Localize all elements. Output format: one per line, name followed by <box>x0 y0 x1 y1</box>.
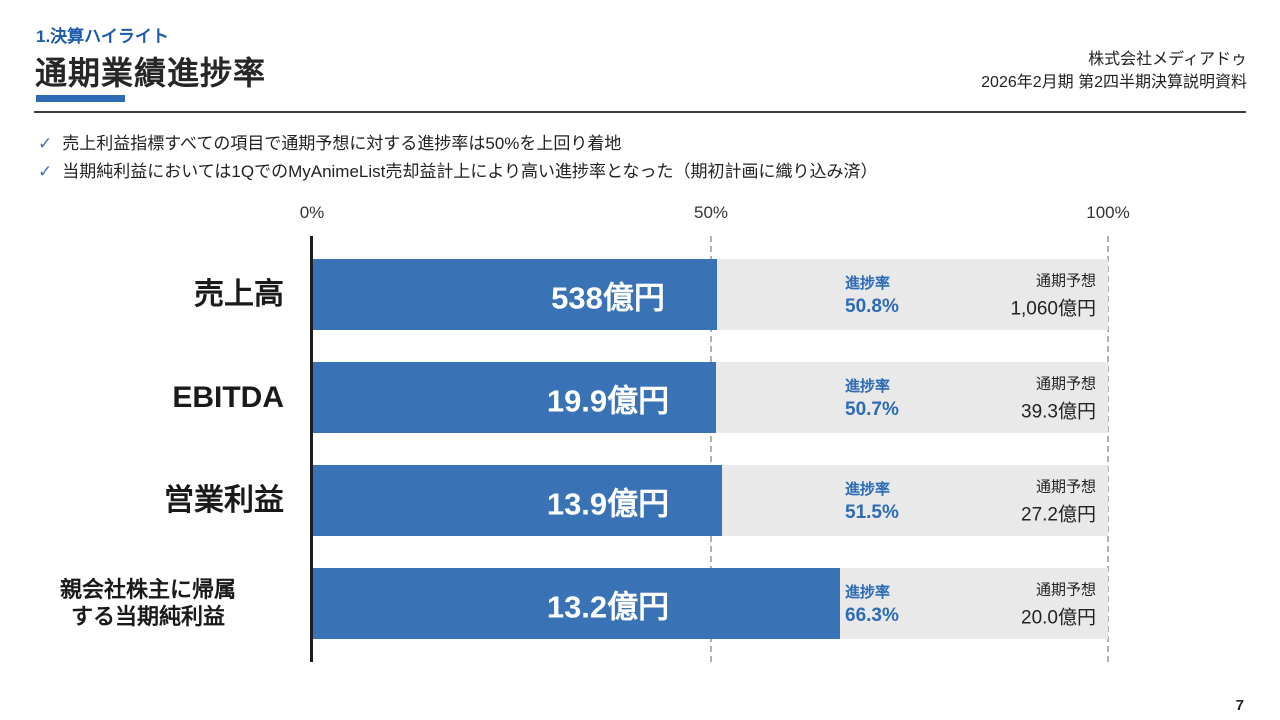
progress-label: 進捗率 <box>845 274 891 292</box>
row-label: 営業利益 <box>164 483 284 517</box>
forecast-label: 通期予想 <box>1035 581 1096 598</box>
progress-group: 進捗率 51.5% <box>845 478 899 524</box>
forecast-label: 通期予想 <box>1035 272 1096 289</box>
forecast-value: 39.3億円 <box>1021 401 1096 422</box>
forecast-label: 通期予想 <box>1035 478 1096 495</box>
forecast-group: 通期予想 20.0億円 <box>1021 578 1096 629</box>
company-block: 株式会社メディアドゥ 2026年2月期 第2四半期決算説明資料 <box>981 48 1247 94</box>
gridline-100 <box>1107 236 1109 662</box>
page-number: 7 <box>1235 697 1244 714</box>
section-label: 1.決算ハイライト <box>36 27 169 46</box>
progress-value: 50.8% <box>845 295 899 317</box>
y-axis-line <box>310 236 313 662</box>
bar-track: 538億円 進捗率 50.8% 通期予想 1,060億円 <box>313 259 1108 330</box>
bar-fill <box>313 259 717 330</box>
bar-fill <box>313 362 717 433</box>
forecast-value: 27.2億円 <box>1021 504 1096 525</box>
page-title: 通期業績進捗率 <box>35 55 267 91</box>
forecast-value: 1,060億円 <box>1010 298 1096 319</box>
bullet-item: ✓ 当期純利益においては1QでのMyAnimeList売却益計上により高い進捗率… <box>38 158 878 186</box>
progress-group: 進捗率 66.3% <box>845 581 899 627</box>
bar-value: 13.2億円 <box>546 589 670 624</box>
bar-track: 19.9億円 進捗率 50.7% 通期予想 39.3億円 <box>313 362 1108 433</box>
bar-track: 13.9億円 進捗率 51.5% 通期予想 27.2億円 <box>313 465 1108 536</box>
row-label: 親会社株主に帰属 する当期純利益 <box>59 577 236 629</box>
bullet-list: ✓ 売上利益指標すべての項目で通期予想に対する進捗率は50%を上回り着地 ✓ 当… <box>38 130 878 186</box>
bullet-item: ✓ 売上利益指標すべての項目で通期予想に対する進捗率は50%を上回り着地 <box>38 130 878 158</box>
progress-label: 進捗率 <box>845 583 891 601</box>
check-icon: ✓ <box>38 162 53 181</box>
forecast-group: 通期予想 39.3億円 <box>1021 372 1096 423</box>
bullet-text: 当期純利益においては1QでのMyAnimeList売却益計上により高い進捗率とな… <box>62 162 878 181</box>
row-label: EBITDA <box>172 380 284 414</box>
progress-value: 66.3% <box>845 604 899 626</box>
bar-value: 13.9億円 <box>546 486 670 521</box>
bullet-text: 売上利益指標すべての項目で通期予想に対する進捗率は50%を上回り着地 <box>62 134 622 153</box>
axis-tick-50: 50% <box>693 203 729 222</box>
title-accent-bar <box>36 95 125 102</box>
forecast-label: 通期予想 <box>1035 375 1096 392</box>
chart-row-net-profit: 親会社株主に帰属 する当期純利益 13.2億円 進捗率 66.3% 通期予想 2… <box>0 568 1280 639</box>
chart-row-sales: 売上高 538億円 進捗率 50.8% 通期予想 1,060億円 <box>0 259 1280 330</box>
chart-row-operating-profit: 営業利益 13.9億円 進捗率 51.5% 通期予想 27.2億円 <box>0 465 1280 536</box>
forecast-value: 20.0億円 <box>1021 607 1096 628</box>
bar-value: 538億円 <box>551 280 665 315</box>
forecast-group: 通期予想 1,060億円 <box>1010 269 1096 320</box>
check-icon: ✓ <box>38 134 53 153</box>
progress-group: 進捗率 50.7% <box>845 375 899 421</box>
bar-fill <box>313 568 841 639</box>
forecast-group: 通期予想 27.2億円 <box>1021 475 1096 526</box>
company-name: 株式会社メディアドゥ <box>1088 51 1247 68</box>
axis-tick-100: 100% <box>1086 203 1130 222</box>
progress-label: 進捗率 <box>845 377 891 395</box>
document-subtitle: 2026年2月期 第2四半期決算説明資料 <box>981 74 1247 91</box>
chart-row-ebitda: EBITDA 19.9億円 進捗率 50.7% 通期予想 39.3億円 <box>0 362 1280 433</box>
progress-value: 50.7% <box>845 398 899 420</box>
header-divider <box>34 111 1246 113</box>
gridline-50 <box>710 236 712 662</box>
progress-group: 進捗率 50.8% <box>845 272 899 318</box>
progress-value: 51.5% <box>845 501 899 523</box>
bar-track: 13.2億円 進捗率 66.3% 通期予想 20.0億円 <box>313 568 1108 639</box>
bar-value: 19.9億円 <box>546 383 670 418</box>
progress-label: 進捗率 <box>845 480 891 498</box>
bar-fill <box>313 465 723 536</box>
axis-tick-0: 0% <box>299 203 325 222</box>
row-label: 売上高 <box>194 277 284 311</box>
